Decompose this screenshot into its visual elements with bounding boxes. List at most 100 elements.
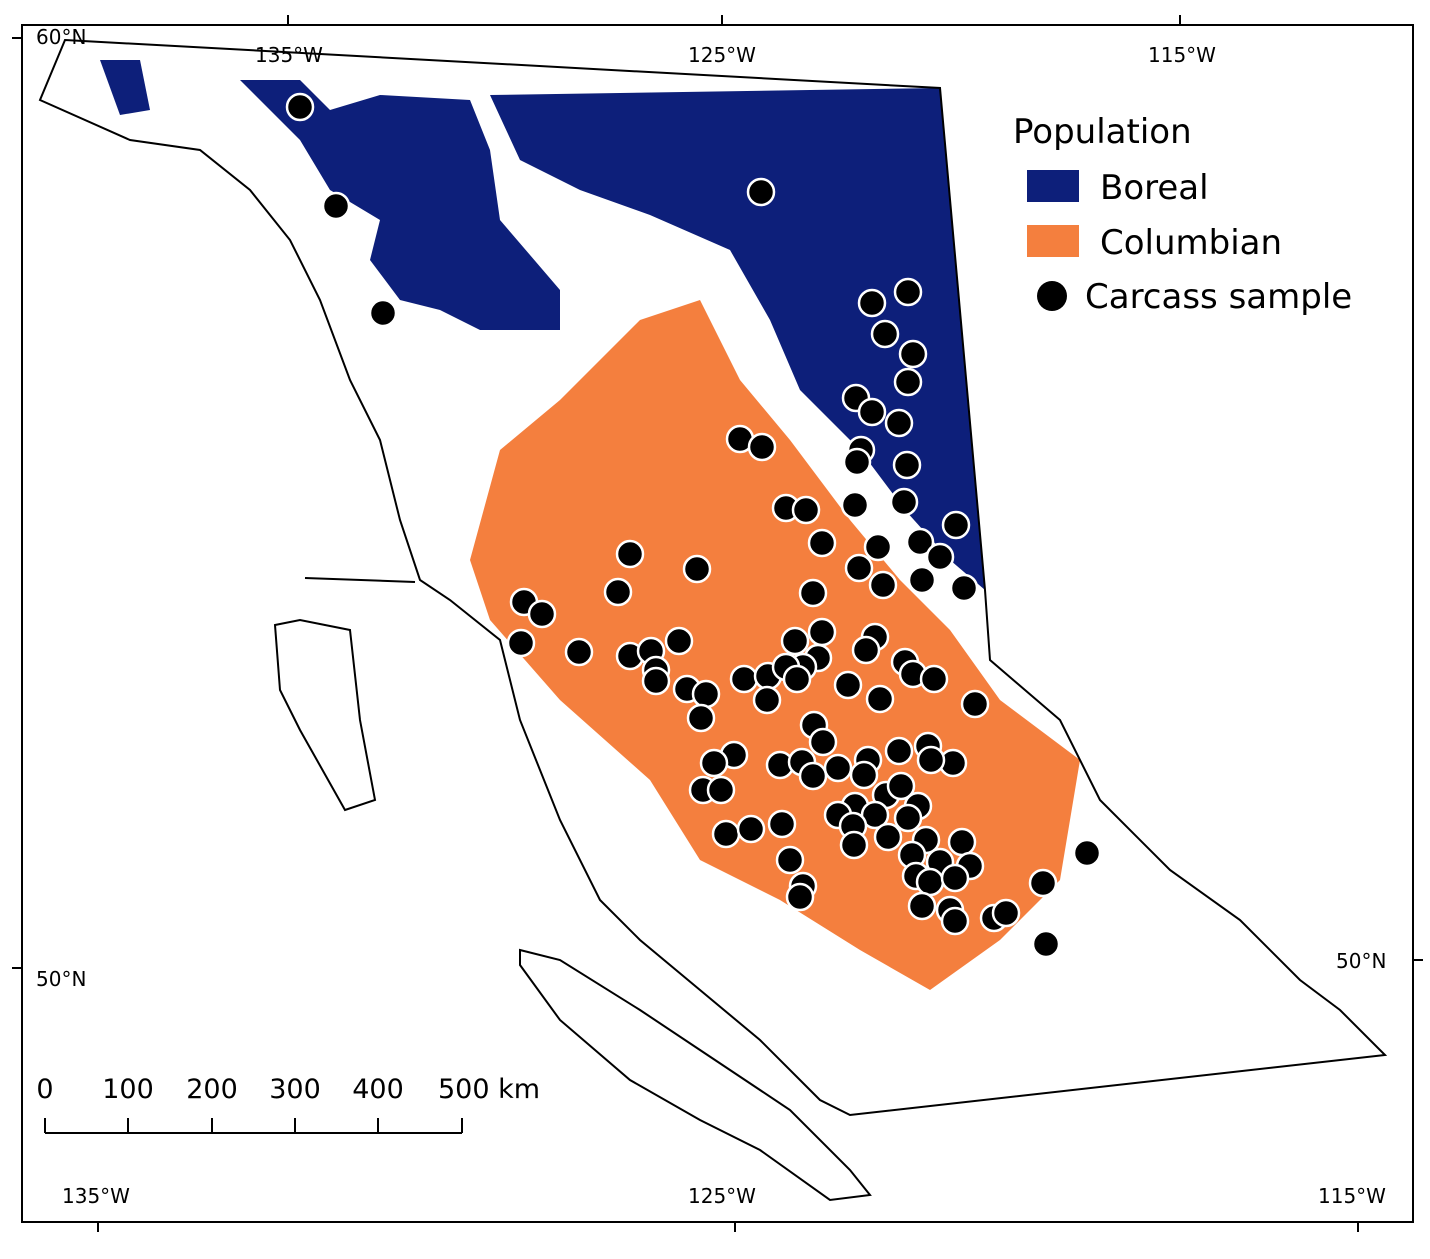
carcass-samples: [285, 92, 1102, 959]
carcass-sample: [940, 863, 970, 893]
carcass-sample: [907, 891, 937, 921]
graticule-label: 135°W: [62, 1184, 130, 1208]
carcass-sample: [947, 827, 977, 857]
carcass-sample: [603, 577, 633, 607]
scale-label: 300: [269, 1074, 321, 1105]
carcass-sample: [840, 490, 870, 520]
graticule-label: 50°N: [1336, 949, 1386, 973]
graticule-label: 135°W: [255, 43, 323, 67]
graticule-label: 50°N: [36, 967, 86, 991]
legend-label: Boreal: [1100, 168, 1209, 208]
carcass-sample: [506, 628, 536, 658]
carcass-sample: [746, 177, 776, 207]
carcass-sample: [865, 684, 895, 714]
carcass-sample: [870, 319, 900, 349]
scale-label: 100: [102, 1074, 154, 1105]
carcass-sample: [1072, 838, 1102, 868]
carcass-sample: [1031, 929, 1061, 959]
carcass-sample: [892, 450, 922, 480]
graticule-label: 115°W: [1148, 43, 1216, 67]
legend-label: Columbian: [1100, 223, 1282, 263]
carcass-sample: [807, 528, 837, 558]
carcass-sample: [857, 288, 887, 318]
carcass-sample: [898, 339, 928, 369]
carcass-sample: [907, 565, 937, 595]
carcass-sample: [844, 553, 874, 583]
legend-label: Carcass sample: [1085, 277, 1352, 317]
carcass-sample: [905, 527, 935, 557]
carcass-sample: [527, 599, 557, 629]
legend-swatch: [1037, 281, 1067, 311]
carcass-sample: [960, 689, 990, 719]
carcass-sample: [857, 397, 887, 427]
carcass-sample: [321, 191, 351, 221]
carcass-sample: [925, 542, 955, 572]
carcass-sample: [823, 753, 853, 783]
carcass-sample: [851, 635, 881, 665]
carcass-sample: [782, 664, 812, 694]
carcass-sample: [1028, 868, 1058, 898]
carcass-sample: [833, 670, 863, 700]
carcass-sample: [940, 906, 970, 936]
graticule-label: 115°W: [1318, 1184, 1386, 1208]
graticule-label: 125°W: [688, 1184, 756, 1208]
carcass-sample: [775, 845, 805, 875]
carcass-sample: [615, 539, 645, 569]
carcass-sample: [941, 510, 971, 540]
carcass-sample: [682, 554, 712, 584]
carcass-sample: [368, 298, 398, 328]
carcass-sample: [699, 748, 729, 778]
scale-label: 500 km: [438, 1074, 540, 1105]
carcass-sample: [691, 679, 721, 709]
scale-label: 0: [36, 1074, 53, 1105]
province-outline: [38, 38, 1388, 1117]
scale-label: 200: [186, 1074, 238, 1105]
carcass-sample: [919, 664, 949, 694]
carcass-sample: [785, 882, 815, 912]
carcass-sample: [868, 570, 898, 600]
carcass-sample: [729, 664, 759, 694]
carcass-sample: [780, 626, 810, 656]
carcass-sample: [893, 367, 923, 397]
carcass-sample: [711, 819, 741, 849]
carcass-sample: [736, 814, 766, 844]
carcass-sample: [752, 685, 782, 715]
island-outline: [273, 618, 377, 812]
graticule-ticks: [12, 15, 1423, 1232]
carcass-sample: [285, 92, 315, 122]
boreal-range: [240, 80, 560, 330]
carcass-sample: [991, 898, 1021, 928]
legend-swatch: [1027, 170, 1079, 202]
legend-swatch: [1027, 225, 1079, 257]
carcass-sample: [747, 432, 777, 462]
carcass-sample: [889, 487, 919, 517]
graticule-label: 60°N: [36, 25, 86, 49]
carcass-sample: [884, 736, 914, 766]
carcass-sample: [808, 727, 838, 757]
boreal-range: [490, 88, 985, 590]
carcass-sample: [949, 573, 979, 603]
carcass-sample: [839, 830, 869, 860]
carcass-sample: [916, 745, 946, 775]
carcass-sample: [664, 626, 694, 656]
carcass-sample: [798, 761, 828, 791]
boreal-range: [100, 60, 150, 115]
carcass-sample: [884, 408, 914, 438]
scale-label: 400: [352, 1074, 404, 1105]
carcass-sample: [842, 447, 872, 477]
carcass-sample: [873, 822, 903, 852]
carcass-sample: [893, 803, 923, 833]
carcass-sample: [849, 760, 879, 790]
legend-title: Population: [1013, 112, 1192, 152]
carcass-sample: [863, 532, 893, 562]
carcass-sample: [886, 771, 916, 801]
carcass-sample: [686, 703, 716, 733]
carcass-sample: [791, 495, 821, 525]
carcass-sample: [798, 578, 828, 608]
scale-bar: [44, 1118, 463, 1134]
carcass-sample: [915, 867, 945, 897]
island-outline: [519, 948, 872, 1202]
carcass-sample: [893, 277, 923, 307]
carcass-sample: [807, 617, 837, 647]
